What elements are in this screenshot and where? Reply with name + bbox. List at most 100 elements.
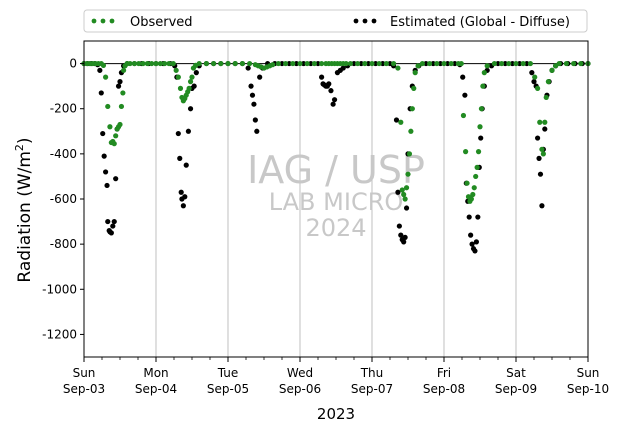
- observed-point: [170, 60, 176, 67]
- estimated-point: [396, 223, 402, 229]
- estimated-point: [111, 218, 117, 225]
- estimated-point: [187, 106, 194, 112]
- observed-point: [290, 60, 296, 67]
- estimated-point: [100, 130, 106, 137]
- observed-point: [376, 60, 382, 67]
- observed-point: [391, 60, 397, 67]
- estimated-point: [301, 60, 307, 67]
- observed-point: [427, 60, 433, 67]
- observed-point: [506, 60, 512, 67]
- observed-point: [405, 171, 411, 177]
- x-tick-date: Sep-05: [207, 382, 249, 396]
- estimated-point: [445, 60, 451, 67]
- estimated-point: [115, 83, 122, 89]
- estimated-point: [393, 117, 400, 123]
- estimated-point: [423, 60, 429, 67]
- observed-point: [218, 60, 224, 67]
- estimated-point: [104, 182, 110, 189]
- observed-point: [100, 62, 107, 68]
- watermark-line-3: 2024: [305, 214, 366, 242]
- estimated-point: [373, 60, 379, 67]
- x-tick-day: Sun: [73, 366, 96, 380]
- estimated-point: [293, 60, 299, 67]
- estimated-point: [191, 83, 197, 89]
- observed-point: [186, 85, 192, 91]
- x-tick-day: Sat: [506, 366, 526, 380]
- estimated-point: [330, 101, 336, 107]
- estimated-point: [539, 203, 545, 209]
- estimated-point: [185, 128, 191, 134]
- x-tick-date: Sep-09: [495, 382, 537, 396]
- y-axis-label: Radiation (W/m2): [13, 137, 35, 282]
- estimated-point: [286, 60, 292, 67]
- observed-point: [556, 60, 562, 67]
- estimated-point: [249, 92, 256, 98]
- estimated-point: [478, 135, 484, 141]
- observed-point: [187, 79, 194, 85]
- estimated-point: [254, 128, 260, 134]
- watermark-line-1: IAG / USP: [247, 148, 425, 192]
- observed-point: [107, 124, 113, 130]
- observed-point: [173, 67, 179, 73]
- x-tick-date: Sep-10: [567, 382, 609, 396]
- observed-point: [571, 60, 577, 67]
- estimated-point: [365, 60, 371, 67]
- x-tick-day: Fri: [437, 366, 451, 380]
- observed-point: [411, 85, 417, 91]
- observed-point: [473, 173, 479, 180]
- observed-point: [475, 149, 482, 155]
- estimated-point: [340, 65, 346, 71]
- estimated-point: [193, 70, 199, 76]
- observed-point: [343, 60, 349, 67]
- x-tick-day: Wed: [287, 366, 313, 380]
- observed-point: [189, 74, 195, 80]
- estimated-point: [402, 234, 408, 240]
- observed-point: [412, 70, 418, 76]
- observed-point: [402, 196, 408, 202]
- observed-point: [136, 60, 142, 67]
- observed-point: [270, 62, 276, 68]
- observed-point: [415, 63, 421, 69]
- observed-point: [474, 164, 480, 170]
- observed-point: [535, 85, 541, 91]
- estimated-point: [430, 60, 436, 67]
- observed-point: [470, 191, 476, 198]
- estimated-point: [358, 60, 364, 67]
- observed-point: [458, 60, 464, 67]
- estimated-point: [462, 92, 468, 98]
- observed-point: [478, 106, 485, 112]
- observed-point: [131, 60, 137, 67]
- observed-point: [463, 149, 469, 155]
- observed-point: [448, 60, 454, 67]
- estimated-point: [473, 239, 479, 245]
- x-tick-day: Thu: [360, 366, 384, 380]
- observed-point: [319, 60, 325, 67]
- observed-point: [203, 60, 209, 67]
- observed-point: [177, 85, 184, 91]
- legend-dot: [371, 18, 377, 24]
- estimated-point: [182, 194, 188, 200]
- estimated-point: [308, 60, 314, 67]
- observed-point: [484, 63, 490, 69]
- estimated-point: [380, 60, 386, 67]
- y-axis-ticks: 0 -200 -400 -600 -800 -1000 -1200: [42, 57, 84, 341]
- observed-point: [491, 60, 497, 67]
- observed-point: [408, 128, 414, 134]
- observed-point: [401, 191, 407, 198]
- observed-point: [196, 60, 202, 67]
- legend-dot: [109, 18, 115, 24]
- observed-point: [369, 60, 375, 67]
- x-tick-day: Tue: [217, 366, 239, 380]
- observed-point: [120, 90, 126, 96]
- estimated-point: [105, 218, 111, 225]
- observed-point: [460, 112, 467, 119]
- observed-point: [304, 60, 310, 67]
- observed-point: [481, 70, 487, 76]
- estimated-point: [248, 83, 254, 89]
- observed-point: [105, 103, 111, 110]
- estimated-point: [403, 205, 410, 211]
- observed-point: [232, 60, 238, 67]
- estimated-point: [245, 65, 251, 71]
- observed-point: [111, 141, 117, 147]
